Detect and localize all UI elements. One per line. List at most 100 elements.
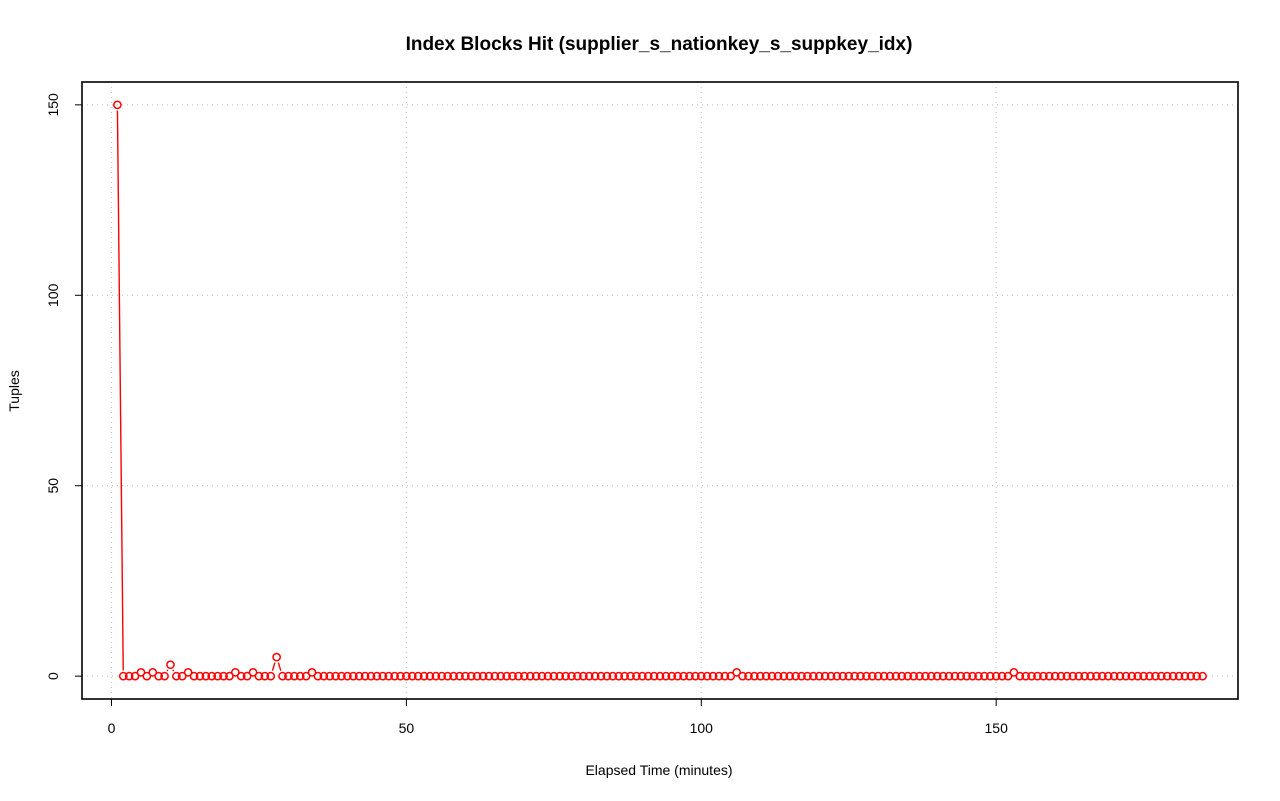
data-point-7	[148, 667, 158, 677]
data-point-140	[932, 671, 942, 681]
data-point-185	[1198, 671, 1207, 681]
data-point-97	[679, 671, 688, 681]
data-point-180	[1168, 671, 1178, 681]
data-point-89	[632, 671, 641, 681]
data-point-130	[873, 671, 883, 681]
data-point-35	[313, 671, 323, 681]
data-point-38	[331, 671, 340, 681]
data-point-104	[720, 671, 730, 681]
data-point-143	[950, 671, 960, 681]
data-point-42	[354, 671, 364, 681]
data-point-48	[390, 671, 399, 681]
data-point-60	[461, 671, 470, 681]
data-point-44	[366, 671, 376, 681]
data-point-106	[732, 667, 742, 677]
data-point-45	[372, 671, 382, 681]
data-point-101	[702, 671, 712, 681]
data-point-15	[195, 671, 205, 681]
data-point-112	[767, 671, 777, 681]
data-point-156	[1027, 671, 1036, 681]
data-point-23	[242, 671, 252, 681]
data-point-24	[248, 667, 258, 677]
data-series	[113, 100, 1207, 681]
data-point-111	[761, 671, 771, 681]
data-point-173	[1127, 671, 1137, 681]
data-point-113	[773, 671, 783, 681]
data-point-72	[531, 671, 541, 681]
data-point-74	[543, 671, 553, 681]
data-point-159	[1044, 671, 1054, 681]
data-point-66	[496, 671, 506, 681]
data-point-30	[284, 671, 293, 681]
data-point-25	[254, 671, 264, 681]
data-point-29	[278, 671, 287, 681]
grid	[82, 82, 1238, 699]
data-point-73	[537, 671, 547, 681]
data-point-10	[166, 660, 175, 670]
data-point-114	[779, 671, 789, 681]
data-point-67	[502, 671, 512, 681]
data-point-176	[1145, 671, 1154, 681]
data-point-85	[608, 671, 618, 681]
data-point-90	[637, 671, 647, 681]
data-point-2	[118, 671, 128, 681]
data-point-53	[419, 671, 429, 681]
x-tick-label-2: 100	[690, 720, 714, 736]
data-point-123	[832, 671, 842, 681]
data-point-154	[1015, 671, 1025, 681]
data-point-131	[879, 671, 889, 681]
series-segment	[116, 110, 124, 671]
data-point-105	[726, 671, 736, 681]
data-point-50	[402, 671, 411, 681]
data-point-175	[1139, 671, 1148, 681]
x-tick-label-0: 0	[108, 720, 116, 736]
data-point-133	[891, 671, 901, 681]
data-point-145	[962, 671, 972, 681]
data-point-182	[1180, 671, 1190, 681]
data-point-94	[661, 671, 671, 681]
data-point-168	[1097, 671, 1107, 681]
data-point-108	[744, 671, 753, 681]
data-point-127	[856, 671, 865, 681]
data-point-49	[396, 671, 405, 681]
data-point-76	[555, 671, 565, 681]
data-point-40	[343, 671, 352, 681]
data-point-122	[826, 671, 836, 681]
data-point-100	[696, 671, 706, 681]
data-point-95	[667, 671, 677, 681]
x-tick-label-3: 150	[985, 720, 1009, 736]
data-point-41	[348, 671, 358, 681]
data-point-147	[974, 671, 983, 681]
data-point-102	[708, 671, 718, 681]
data-point-56	[437, 671, 447, 681]
x-axis-label: Elapsed Time (minutes)	[585, 762, 732, 778]
data-point-13	[183, 667, 193, 677]
data-point-116	[791, 671, 801, 681]
data-point-169	[1103, 671, 1113, 681]
data-point-162	[1062, 671, 1072, 681]
data-point-118	[803, 671, 812, 681]
data-point-96	[673, 671, 683, 681]
data-point-69	[514, 671, 523, 681]
data-point-142	[944, 671, 954, 681]
data-point-141	[938, 671, 948, 681]
data-point-63	[478, 671, 488, 681]
data-point-119	[808, 671, 818, 681]
y-tick-label-3: 150	[45, 93, 61, 117]
data-point-17	[207, 671, 217, 681]
data-point-58	[449, 671, 458, 681]
data-point-149	[985, 671, 995, 681]
data-point-98	[685, 671, 694, 681]
data-point-155	[1021, 671, 1031, 681]
data-point-75	[549, 671, 559, 681]
y-tick-label-0: 0	[45, 672, 61, 680]
data-point-39	[337, 671, 346, 681]
data-point-54	[425, 671, 435, 681]
series-segment	[271, 662, 276, 671]
data-point-26	[260, 671, 270, 681]
data-point-139	[926, 671, 936, 681]
data-point-134	[897, 671, 907, 681]
data-point-178	[1156, 671, 1166, 681]
data-point-55	[431, 671, 441, 681]
data-point-138	[921, 671, 930, 681]
